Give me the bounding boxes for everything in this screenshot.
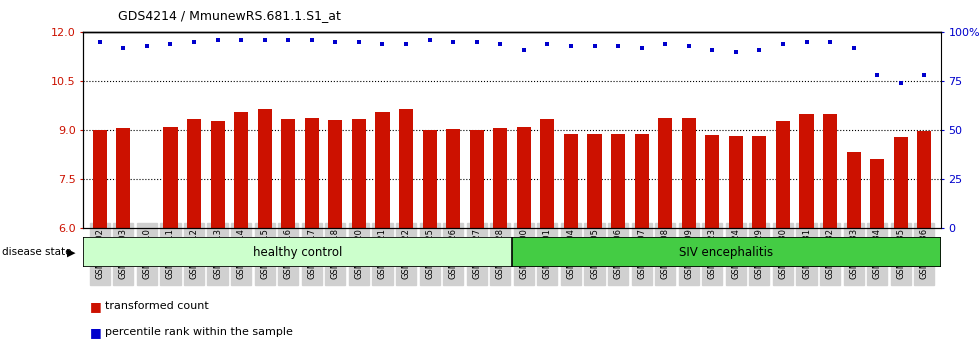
Text: GDS4214 / MmunewRS.681.1.S1_at: GDS4214 / MmunewRS.681.1.S1_at [118,9,340,22]
Text: transformed count: transformed count [105,301,209,311]
Bar [234,112,248,228]
Text: percentile rank within the sample: percentile rank within the sample [105,327,293,337]
Bar [729,136,743,228]
Text: ▶: ▶ [68,247,75,257]
Text: SIV encephalitis: SIV encephalitis [679,246,773,259]
Bar [823,114,837,228]
Bar [917,131,931,228]
Bar [894,137,907,228]
Bar [540,119,555,228]
Text: disease state: disease state [2,247,72,257]
Bar [422,130,437,228]
Bar [659,118,672,228]
Bar [399,109,414,228]
Bar [83,237,512,267]
Bar [564,134,578,228]
Bar [753,136,766,228]
Bar [776,121,790,228]
Bar [305,118,318,228]
Bar [870,159,884,228]
Bar [328,120,342,228]
Bar [352,119,366,228]
Bar [281,119,295,228]
Bar [706,135,719,228]
Bar [682,118,696,228]
Bar [258,109,271,228]
Bar [587,134,602,228]
Bar [117,129,130,228]
Bar [800,114,813,228]
Bar [516,127,531,228]
Bar [847,152,860,228]
Bar [187,119,201,228]
Bar [164,127,177,228]
Bar [93,130,107,228]
Text: ■: ■ [90,326,102,338]
Bar [611,134,625,228]
Text: ■: ■ [90,300,102,313]
Bar [375,112,389,228]
Bar [634,134,649,228]
Bar [469,130,484,228]
Bar [446,129,461,228]
Bar [512,237,941,267]
Text: healthy control: healthy control [253,246,342,259]
Bar [211,121,224,228]
Bar [493,129,508,228]
